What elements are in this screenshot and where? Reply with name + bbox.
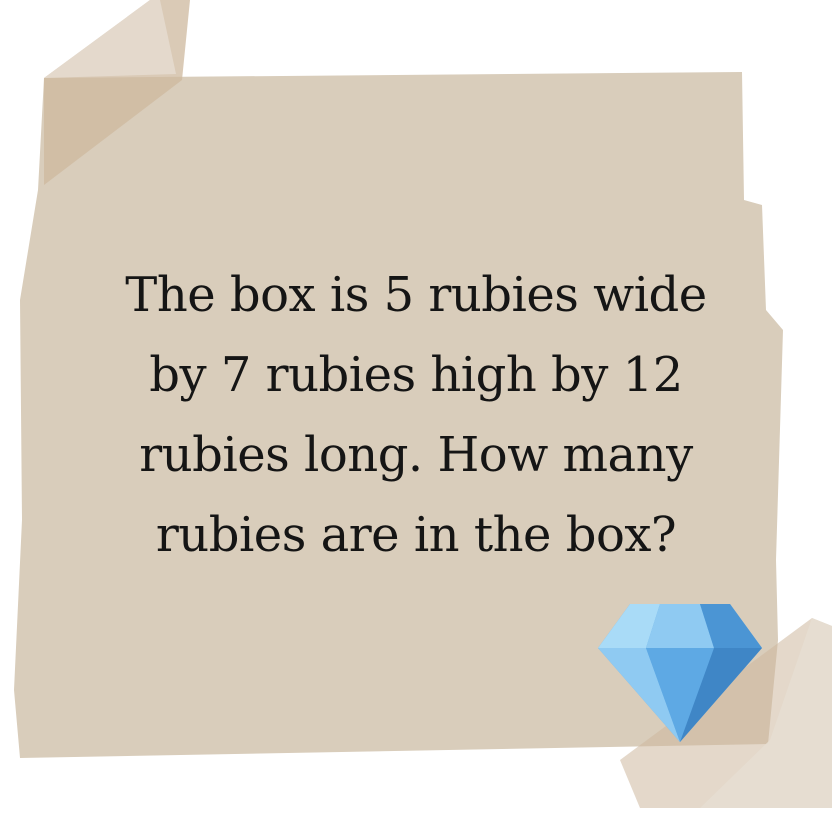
paper-sheet <box>14 72 783 758</box>
tape-top-left-edge <box>44 0 176 78</box>
question-text: The box is 5 rubies wide by 7 rubies hig… <box>125 267 707 563</box>
diamond-gem-icon <box>598 604 762 742</box>
tape-bottom-right-light <box>700 618 832 808</box>
